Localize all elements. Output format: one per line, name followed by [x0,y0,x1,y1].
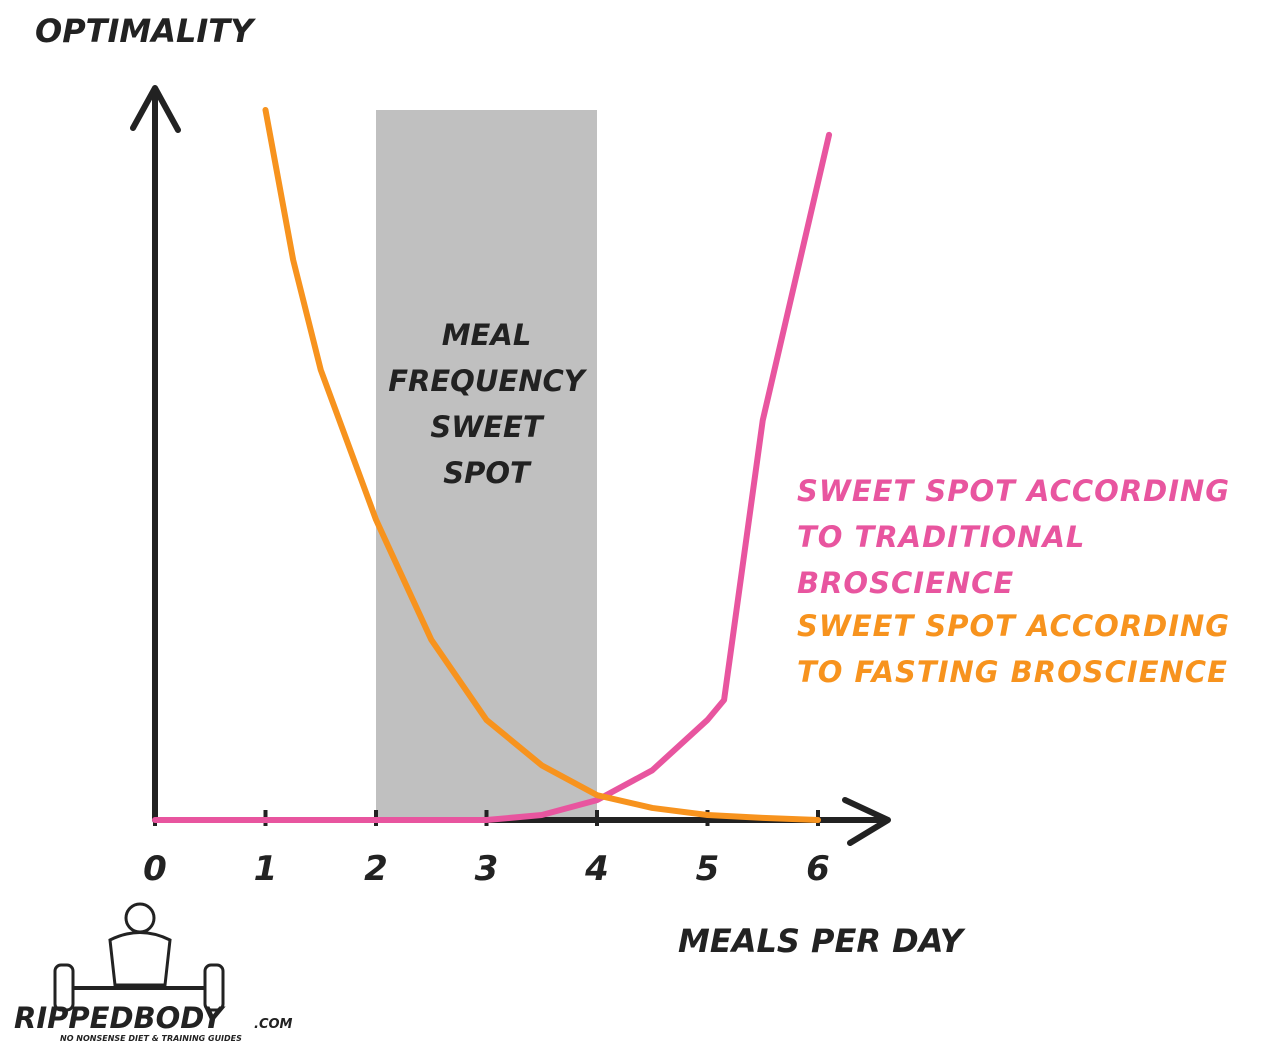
legend-entry: SWEET SPOT ACCORDING TO FASTING BROSCIEN… [797,603,1282,695]
logo-suffix: .COM [254,1017,293,1032]
x-tick-label: 2 [364,849,388,889]
logo-name: RIPPEDBODY [14,1001,226,1035]
y-axis-label: OPTIMALITY [35,12,256,50]
x-tick-label: 3 [475,849,499,889]
x-tick-label: 1 [254,849,278,889]
y-axis [133,88,178,820]
region-label: FREQUENCY [388,364,588,398]
x-tick-label: 0 [143,849,167,889]
page: OPTIMALITY MEALS PER DAY MEAL FREQUENCY SW… [0,0,1285,1043]
x-tick-label: 4 [584,849,609,889]
region-label: SPOT [443,456,532,490]
x-tick-label: 5 [696,849,720,889]
logo-tagline: NO NONSENSE DIET & TRAINING GUIDES [60,1034,242,1043]
legend-entry: SWEET SPOT ACCORDING TO TRADITIONAL BROS… [797,468,1282,606]
x-tick-label: 6 [806,849,830,889]
logo: RIPPEDBODY .COM NO NONSENSE DIET & TRAIN… [14,904,293,1043]
region-label: SWEET [430,410,544,444]
x-axis-label: MEALS PER DAY [678,922,966,960]
region-label: MEAL [442,318,532,352]
